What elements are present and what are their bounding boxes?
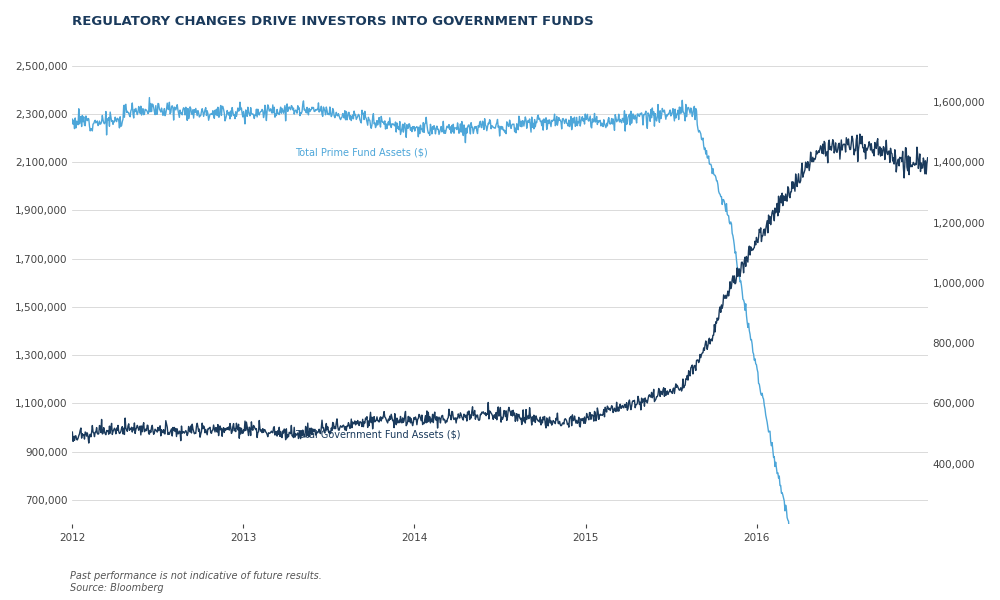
Text: REGULATORY CHANGES DRIVE INVESTORS INTO GOVERNMENT FUNDS: REGULATORY CHANGES DRIVE INVESTORS INTO … — [72, 15, 594, 28]
Text: Total Prime Fund Assets ($): Total Prime Fund Assets ($) — [295, 148, 427, 158]
Text: Total Government Fund Assets ($): Total Government Fund Assets ($) — [295, 429, 460, 439]
Text: Source: Bloomberg: Source: Bloomberg — [70, 583, 164, 593]
Text: Past performance is not indicative of future results.: Past performance is not indicative of fu… — [70, 571, 322, 581]
